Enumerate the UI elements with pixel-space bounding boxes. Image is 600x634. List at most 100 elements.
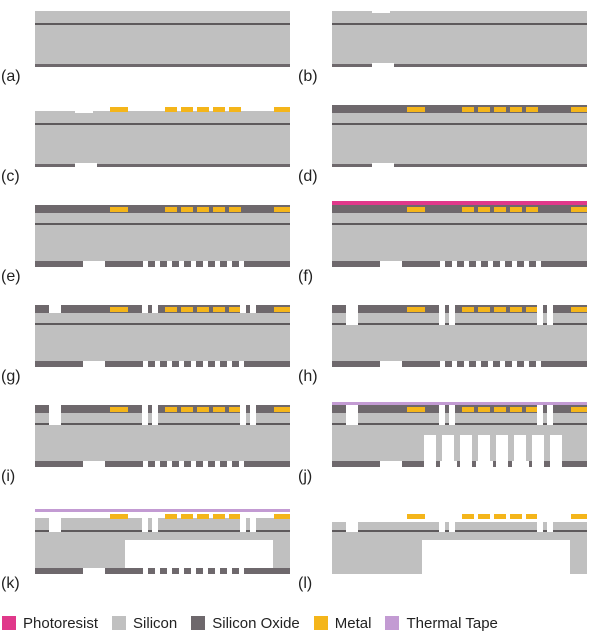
metal-pad: [197, 207, 209, 212]
metal-pad: [229, 407, 241, 412]
back-oxide-opening: [452, 261, 457, 267]
top-trench: [240, 305, 246, 313]
back-oxide-opening: [155, 568, 160, 574]
top-trench: [250, 305, 256, 313]
legend-item-metal: Metal: [313, 615, 371, 632]
back-cavity: [496, 435, 508, 467]
metal-pad: [110, 307, 128, 312]
back-oxide: [35, 261, 290, 267]
metal-pad: [462, 207, 474, 212]
buried-oxide: [35, 223, 290, 225]
thermal-tape: [35, 509, 290, 512]
back-oxide-opening: [452, 461, 457, 467]
back-oxide-opening: [536, 261, 541, 267]
metal-pad: [478, 207, 490, 212]
silicon-substrate: [332, 411, 587, 467]
buried-oxide: [35, 530, 290, 532]
top-oxide: [35, 305, 290, 313]
legend-item-silicon-oxide: Silicon Oxide: [191, 615, 300, 632]
back-oxide-opening: [380, 361, 402, 367]
metal-pad: [526, 514, 538, 519]
top-trench: [250, 512, 256, 532]
metal-pad: [478, 514, 490, 519]
top-trench: [240, 512, 246, 532]
buried-oxide: [35, 423, 290, 425]
metal-pad: [213, 514, 225, 519]
metal-pad: [571, 514, 587, 519]
metal-pad: [510, 514, 522, 519]
legend-swatch-metal: [313, 616, 328, 630]
top-trench: [142, 305, 148, 313]
metal-pad: [510, 107, 522, 112]
legend-swatch-thermal-tape: [385, 616, 400, 630]
top-trench: [449, 405, 455, 425]
silicon-handle-right: [570, 540, 587, 574]
top-trench: [439, 512, 445, 532]
buried-oxide: [35, 123, 290, 125]
back-oxide-opening: [215, 361, 220, 367]
back-oxide-opening: [179, 361, 184, 367]
legend-label-silicon: Silicon: [133, 614, 178, 632]
metal-pad: [526, 107, 538, 112]
metal-pad: [110, 514, 128, 519]
buried-oxide: [332, 23, 587, 25]
metal-pad: [526, 307, 538, 312]
metal-pad: [494, 407, 506, 412]
top-recess: [372, 9, 390, 13]
top-trench: [142, 405, 148, 425]
back-cavity: [460, 435, 472, 467]
back-oxide-opening: [512, 261, 517, 267]
back-oxide-opening: [155, 461, 160, 467]
top-recess: [75, 109, 93, 113]
back-oxide-opening: [215, 461, 220, 467]
back-oxide-opening: [488, 361, 493, 367]
silicon-substrate: [332, 211, 587, 267]
back-oxide-opening: [203, 461, 208, 467]
top-oxide: [332, 105, 587, 113]
back-oxide: [35, 568, 290, 574]
metal-pad: [571, 207, 587, 212]
panel-f: [332, 201, 587, 267]
metal-pad: [274, 514, 290, 519]
top-trench: [537, 305, 543, 325]
back-oxide-opening: [83, 568, 105, 574]
silicon-handle-left: [332, 540, 422, 574]
metal-pad: [462, 107, 474, 112]
metal-pad: [110, 207, 128, 212]
back-oxide-opening: [440, 361, 445, 367]
legend-label-thermal-tape: Thermal Tape: [406, 614, 498, 632]
legend-item-thermal-tape: Thermal Tape: [385, 614, 498, 632]
top-oxide: [332, 305, 587, 313]
metal-pad: [181, 107, 193, 112]
panel-k: [35, 509, 290, 574]
back-oxide-opening: [203, 361, 208, 367]
legend-label-silicon-oxide: Silicon Oxide: [212, 614, 300, 632]
metal-pad: [510, 207, 522, 212]
metal-pad: [494, 514, 506, 519]
back-oxide-opening: [239, 461, 244, 467]
back-oxide-opening: [203, 568, 208, 574]
metal-pad: [274, 107, 290, 112]
silicon-handle-right: [273, 540, 290, 574]
back-cavity: [478, 435, 490, 467]
top-trench: [49, 512, 61, 532]
metal-pad: [571, 107, 587, 112]
metal-pad: [478, 307, 490, 312]
back-oxide-opening: [155, 361, 160, 367]
top-trench: [240, 405, 246, 425]
metal-pad: [407, 207, 425, 212]
bottom-recess: [75, 163, 97, 167]
metal-pad: [526, 207, 538, 212]
metal-pad: [462, 407, 474, 412]
metal-pad: [213, 407, 225, 412]
metal-pad: [181, 407, 193, 412]
panel-g: [35, 305, 290, 367]
silicon-substrate: [35, 111, 290, 167]
back-oxide-opening: [167, 568, 172, 574]
back-oxide-opening: [500, 261, 505, 267]
top-trench: [346, 305, 358, 325]
silicon-device-layer: [35, 518, 290, 540]
back-oxide-opening: [239, 261, 244, 267]
back-oxide-opening: [179, 261, 184, 267]
back-oxide-opening: [83, 461, 105, 467]
